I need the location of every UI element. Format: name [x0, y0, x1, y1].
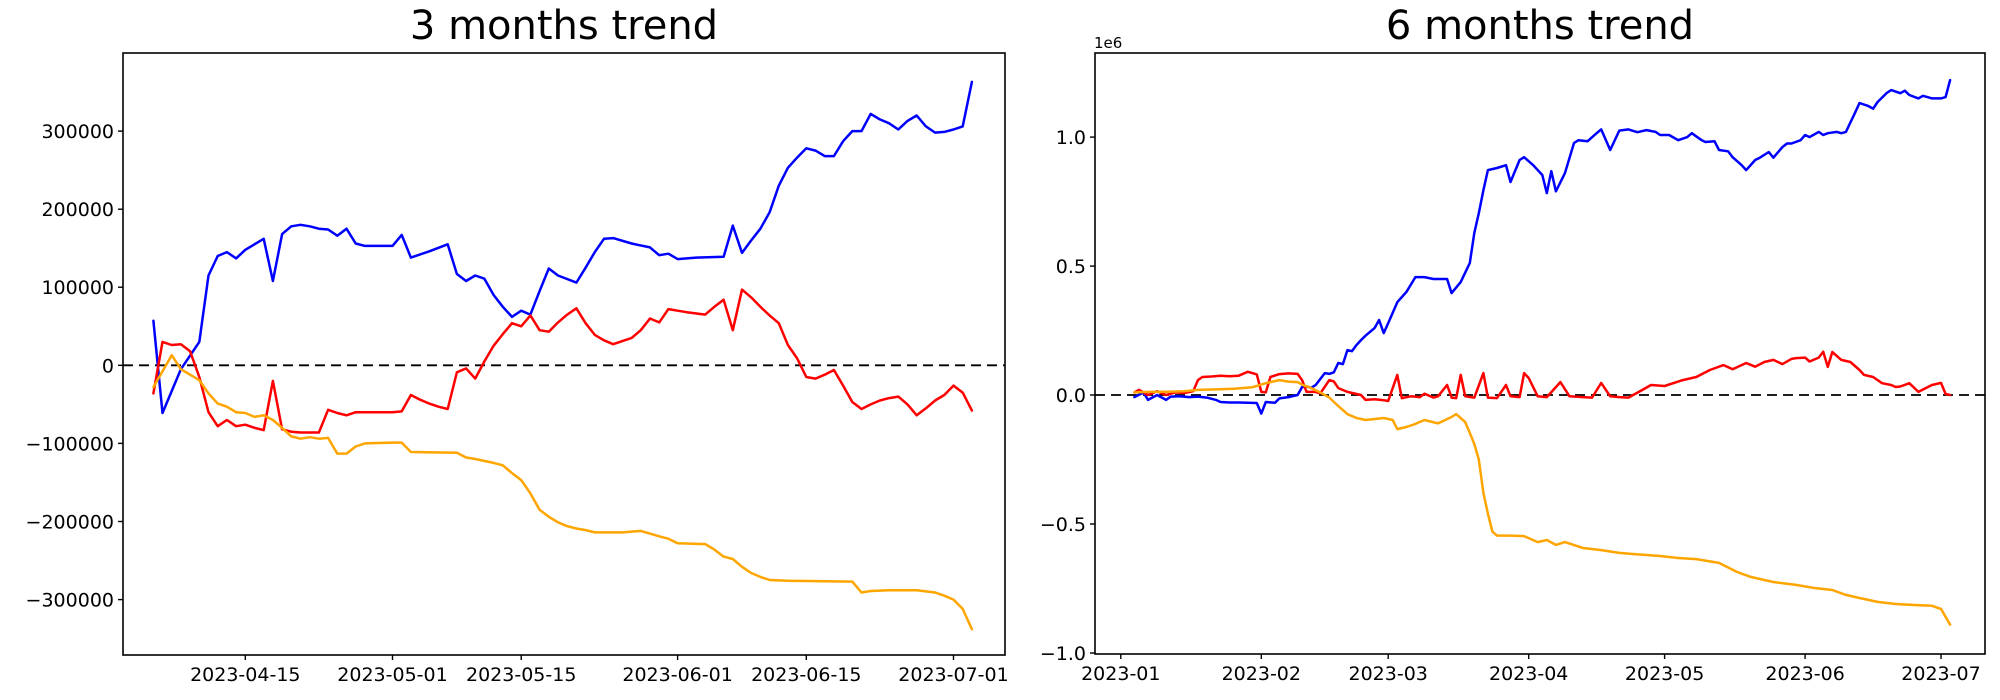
x-tick-label: 2023-06-01: [622, 664, 732, 686]
x-tick-label: 2023-06: [1765, 663, 1844, 685]
x-tick-label: 2023-05-15: [466, 664, 576, 686]
chart-6-months-trend: 2023-01 2023-02 2023-03 2023-04 2023-05 2023-…: [1040, 52, 1986, 685]
y-tick-label: 0.0: [1056, 385, 1086, 407]
x-tick-label: 2023-01: [1081, 663, 1160, 685]
x-tick-label: 2023-07-01: [898, 664, 1008, 686]
x-tick-label: 2023-06-15: [751, 664, 861, 686]
series-line-red: [152, 288, 974, 434]
x-tick-label: 2023-03: [1349, 663, 1428, 685]
y-tick-label: −300000: [26, 590, 114, 612]
chart-title-3-months: 3 months trend: [409, 3, 719, 49]
y-tick-label: −200000: [26, 512, 114, 534]
y-tick-label: 1.0: [1056, 127, 1086, 149]
y-tick-label: −0.5: [1040, 514, 1086, 536]
y-tick-label: −100000: [26, 433, 114, 455]
series-line-blue: [152, 80, 974, 415]
x-tick-label: 2023-07: [1901, 663, 1980, 685]
chart-3-months-trend: 2023-04-15 2023-05-01 2023-05-15 2023-06-01…: [26, 52, 1009, 686]
y-tick-label: 200000: [41, 199, 114, 221]
x-tick-label: 2023-04: [1489, 663, 1568, 685]
plot-border: [122, 52, 1006, 656]
x-tick-label: 2023-05-01: [337, 664, 447, 686]
x-tick-label: 2023-02: [1222, 663, 1301, 685]
y-tick-label: 300000: [41, 121, 114, 143]
series-line-red: [1133, 350, 1952, 403]
series-line-blue: [1133, 78, 1952, 415]
x-tick-label: 2023-05: [1625, 663, 1704, 685]
series-line-orange: [1133, 378, 1952, 626]
x-tick-label: 2023-04-15: [190, 664, 300, 686]
y-tick-label: 0: [102, 355, 114, 377]
series-line-orange: [152, 353, 974, 631]
y-tick-label: 100000: [41, 277, 114, 299]
chart-title-6-months: 6 months trend: [1385, 3, 1695, 49]
y-tick-label: −1.0: [1040, 643, 1086, 665]
plot-border: [1094, 52, 1986, 655]
y-tick-label: 0.5: [1056, 256, 1086, 278]
y-axis-offset-label: 1e6: [1094, 34, 1123, 52]
